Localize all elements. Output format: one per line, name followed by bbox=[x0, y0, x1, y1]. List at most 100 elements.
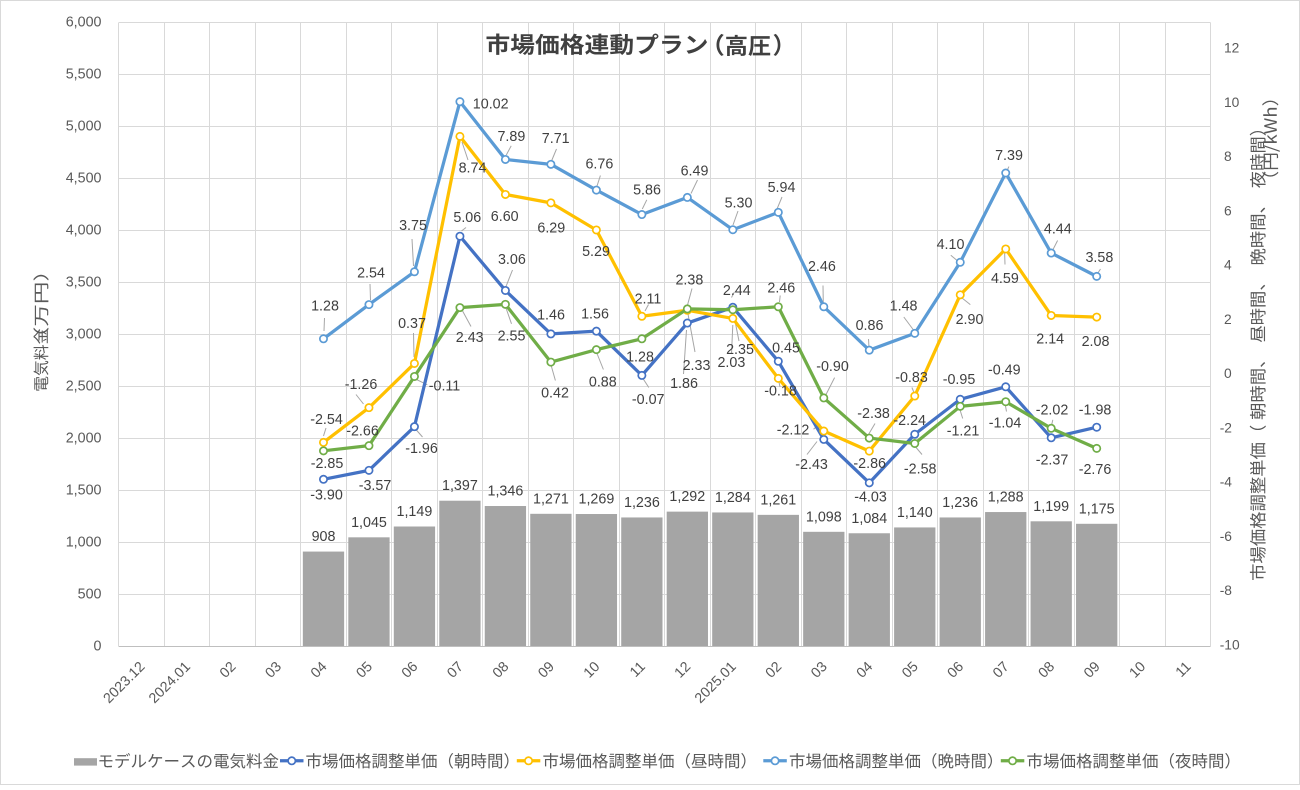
svg-text:-2.76: -2.76 bbox=[1079, 462, 1112, 478]
svg-text:1.48: 1.48 bbox=[890, 299, 918, 315]
svg-text:4.44: 4.44 bbox=[1044, 222, 1072, 238]
svg-text:4.10: 4.10 bbox=[937, 237, 965, 253]
svg-text:3.58: 3.58 bbox=[1085, 250, 1113, 266]
svg-text:1,261: 1,261 bbox=[760, 492, 796, 508]
svg-text:2.33: 2.33 bbox=[683, 358, 711, 374]
svg-text:-0.90: -0.90 bbox=[816, 359, 849, 375]
svg-text:2.46: 2.46 bbox=[767, 281, 795, 297]
svg-text:-0.11: -0.11 bbox=[429, 379, 461, 395]
svg-text:5.86: 5.86 bbox=[633, 183, 661, 199]
svg-text:-6: -6 bbox=[1220, 529, 1233, 544]
svg-text:6.29: 6.29 bbox=[537, 221, 565, 237]
svg-text:6.60: 6.60 bbox=[491, 209, 519, 225]
svg-text:1,346: 1,346 bbox=[488, 484, 524, 500]
svg-text:-8: -8 bbox=[1220, 583, 1233, 598]
svg-text:0.42: 0.42 bbox=[541, 386, 569, 402]
svg-text:10.02: 10.02 bbox=[473, 97, 509, 113]
svg-text:1,397: 1,397 bbox=[442, 478, 478, 494]
svg-text:8: 8 bbox=[1224, 149, 1232, 164]
svg-text:2.46: 2.46 bbox=[808, 259, 836, 275]
svg-text:1.28: 1.28 bbox=[311, 299, 339, 315]
svg-text:5.06: 5.06 bbox=[453, 210, 481, 226]
svg-text:-4: -4 bbox=[1220, 475, 1233, 490]
svg-text:-2.12: -2.12 bbox=[777, 423, 810, 439]
svg-text:6,000: 6,000 bbox=[66, 14, 102, 30]
svg-text:1.56: 1.56 bbox=[581, 307, 609, 323]
svg-text:2.44: 2.44 bbox=[723, 283, 751, 299]
svg-text:500: 500 bbox=[78, 586, 102, 602]
svg-text:2,000: 2,000 bbox=[66, 430, 102, 446]
svg-text:1.28: 1.28 bbox=[626, 350, 654, 366]
svg-text:-2: -2 bbox=[1220, 420, 1232, 435]
svg-text:2,500: 2,500 bbox=[66, 378, 102, 394]
svg-text:7.39: 7.39 bbox=[995, 148, 1023, 164]
svg-text:-1.04: -1.04 bbox=[989, 416, 1022, 432]
svg-text:5.30: 5.30 bbox=[725, 196, 753, 212]
svg-text:1,269: 1,269 bbox=[579, 492, 615, 508]
svg-text:-0.95: -0.95 bbox=[943, 372, 976, 388]
svg-text:1,045: 1,045 bbox=[351, 515, 387, 531]
svg-text:1,284: 1,284 bbox=[715, 490, 751, 506]
svg-text:4,500: 4,500 bbox=[66, 170, 102, 186]
svg-text:0.45: 0.45 bbox=[772, 341, 800, 357]
svg-text:1,288: 1,288 bbox=[988, 490, 1024, 506]
svg-text:7.89: 7.89 bbox=[497, 129, 525, 145]
svg-text:1,236: 1,236 bbox=[624, 495, 660, 511]
svg-text:1.46: 1.46 bbox=[537, 308, 565, 324]
svg-text:3,500: 3,500 bbox=[66, 274, 102, 290]
svg-text:-1.26: -1.26 bbox=[345, 377, 378, 393]
svg-text:-2.85: -2.85 bbox=[311, 456, 344, 472]
svg-text:-3.57: -3.57 bbox=[359, 478, 392, 494]
svg-text:908: 908 bbox=[312, 529, 336, 545]
svg-text:1,236: 1,236 bbox=[942, 495, 978, 511]
svg-text:7.71: 7.71 bbox=[542, 131, 570, 147]
svg-text:-0.83: -0.83 bbox=[895, 370, 928, 386]
svg-text:2.11: 2.11 bbox=[635, 292, 662, 308]
svg-text:4,000: 4,000 bbox=[66, 222, 102, 238]
svg-text:1,098: 1,098 bbox=[806, 509, 842, 525]
svg-text:-1.21: -1.21 bbox=[947, 424, 980, 440]
svg-text:-3.90: -3.90 bbox=[310, 488, 343, 504]
svg-text:6.49: 6.49 bbox=[681, 164, 709, 180]
svg-text:-2.02: -2.02 bbox=[1036, 403, 1069, 419]
svg-text:0: 0 bbox=[1224, 366, 1232, 381]
svg-text:-0.49: -0.49 bbox=[988, 363, 1021, 379]
svg-text:-2.54: -2.54 bbox=[310, 412, 343, 428]
svg-text:-2.86: -2.86 bbox=[853, 456, 886, 472]
svg-text:-4.03: -4.03 bbox=[854, 490, 887, 506]
svg-text:10: 10 bbox=[1224, 95, 1240, 110]
svg-text:0.88: 0.88 bbox=[589, 374, 617, 390]
svg-text:-1.96: -1.96 bbox=[405, 441, 438, 457]
svg-text:3,000: 3,000 bbox=[66, 326, 102, 342]
svg-text:1,271: 1,271 bbox=[533, 491, 569, 507]
svg-text:1,175: 1,175 bbox=[1079, 501, 1115, 517]
svg-text:6.76: 6.76 bbox=[585, 157, 613, 173]
svg-text:5.94: 5.94 bbox=[768, 180, 796, 196]
svg-text:1,084: 1,084 bbox=[851, 511, 887, 527]
svg-text:2.43: 2.43 bbox=[456, 330, 484, 346]
svg-text:2.14: 2.14 bbox=[1036, 331, 1064, 347]
svg-text:4: 4 bbox=[1224, 258, 1232, 273]
svg-text:1.86: 1.86 bbox=[670, 376, 698, 392]
svg-text:6: 6 bbox=[1224, 203, 1232, 218]
svg-text:12: 12 bbox=[1224, 41, 1239, 56]
svg-text:-2.38: -2.38 bbox=[857, 406, 890, 422]
svg-text:5.29: 5.29 bbox=[582, 244, 610, 260]
svg-text:-2.37: -2.37 bbox=[1036, 453, 1069, 469]
svg-text:8.74: 8.74 bbox=[459, 161, 487, 177]
svg-text:0.37: 0.37 bbox=[398, 316, 426, 332]
svg-text:5,500: 5,500 bbox=[66, 66, 102, 82]
svg-text:-2.43: -2.43 bbox=[795, 457, 828, 473]
svg-text:0: 0 bbox=[94, 638, 102, 654]
svg-text:2.08: 2.08 bbox=[1082, 334, 1110, 350]
svg-text:2: 2 bbox=[1224, 312, 1232, 327]
svg-text:5,000: 5,000 bbox=[66, 118, 102, 134]
svg-text:2.35: 2.35 bbox=[726, 342, 754, 358]
svg-text:-2.58: -2.58 bbox=[904, 462, 937, 478]
svg-text:3.06: 3.06 bbox=[498, 252, 526, 268]
svg-text:-2.66: -2.66 bbox=[346, 424, 379, 440]
svg-text:1,500: 1,500 bbox=[66, 482, 102, 498]
svg-text:2.55: 2.55 bbox=[498, 329, 526, 345]
svg-text:3.75: 3.75 bbox=[399, 218, 427, 234]
svg-text:2.38: 2.38 bbox=[675, 273, 703, 289]
